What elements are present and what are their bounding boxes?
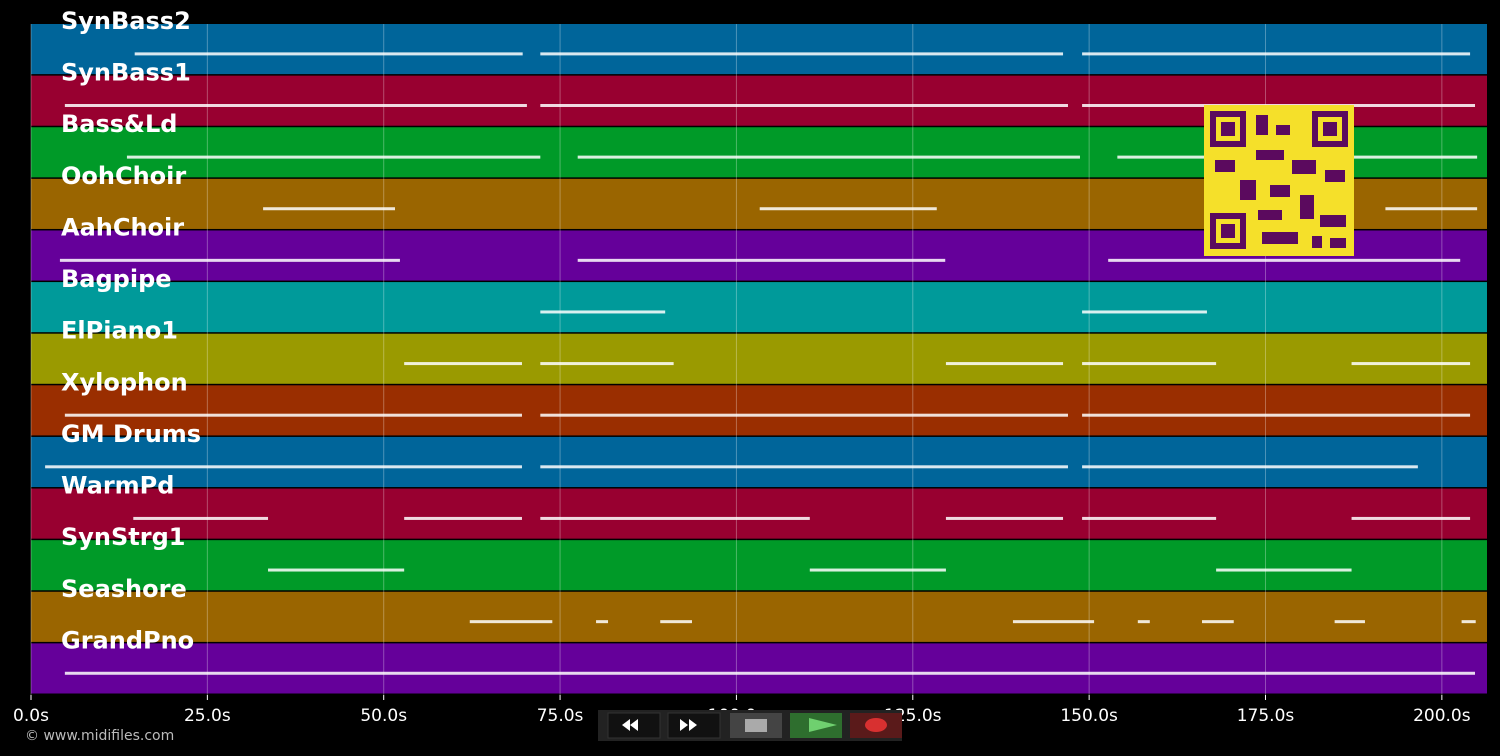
note-span <box>577 258 946 262</box>
note-span <box>540 310 666 314</box>
note-span <box>1216 568 1352 572</box>
track-band <box>31 24 1487 75</box>
note-span <box>540 465 1068 469</box>
qr-code <box>1204 105 1354 256</box>
track-label: ElPiano1 <box>61 317 178 345</box>
note-span <box>268 568 405 572</box>
note-span <box>759 207 937 211</box>
stop-button[interactable] <box>730 713 782 738</box>
tick-label: 50.0s <box>360 706 407 726</box>
note-span <box>404 516 522 520</box>
record-button[interactable] <box>850 713 902 738</box>
note-span <box>1082 310 1207 314</box>
tick-label: 0.0s <box>13 706 49 726</box>
note-span <box>1334 620 1365 624</box>
note-span <box>1385 207 1478 211</box>
note-span <box>1082 52 1471 56</box>
note-span <box>660 620 692 624</box>
note-span <box>1082 516 1217 520</box>
track-label: WarmPd <box>61 472 174 500</box>
note-span <box>577 155 1080 159</box>
note-span <box>64 413 522 417</box>
track-band <box>31 385 1487 436</box>
note-span <box>64 671 1476 675</box>
note-span <box>809 568 946 572</box>
note-span <box>59 258 400 262</box>
track-label: GM Drums <box>61 420 201 448</box>
tick-label: 25.0s <box>184 706 231 726</box>
note-span <box>540 52 1064 56</box>
note-span <box>263 207 395 211</box>
note-span <box>1082 465 1418 469</box>
track-label: Xylophon <box>61 368 188 396</box>
track-label: Bagpipe <box>61 265 172 293</box>
note-span <box>540 516 810 520</box>
tick-label: 75.0s <box>537 706 584 726</box>
track-band <box>31 333 1487 384</box>
rewind-button[interactable] <box>607 712 661 739</box>
track-band <box>31 540 1487 591</box>
note-span <box>1082 413 1471 417</box>
track-label: SynStrg1 <box>61 523 186 551</box>
note-span <box>1012 620 1095 624</box>
note-span <box>1461 620 1476 624</box>
credit: © www.midifiles.com <box>25 728 174 744</box>
note-span <box>540 413 1068 417</box>
note-span <box>64 104 527 108</box>
note-span <box>134 52 523 56</box>
note-span <box>945 516 1064 520</box>
note-span <box>1108 258 1461 262</box>
note-span <box>1137 620 1150 624</box>
note-span <box>540 362 674 366</box>
track-band <box>31 591 1487 642</box>
note-span <box>1351 362 1471 366</box>
play-button[interactable] <box>790 713 842 738</box>
note-span <box>1202 620 1234 624</box>
track-label: AahChoir <box>61 213 184 241</box>
note-span <box>404 362 522 366</box>
track-band <box>31 488 1487 539</box>
note-span <box>596 620 609 624</box>
track-label: OohChoir <box>61 162 186 190</box>
note-span <box>1351 516 1471 520</box>
track-band <box>31 643 1487 694</box>
tick-label: 200.0s <box>1413 706 1471 726</box>
track-label: GrandPno <box>61 626 194 654</box>
note-span <box>133 516 269 520</box>
note-span <box>126 155 541 159</box>
note-span <box>45 465 522 469</box>
track-label: Bass&Ld <box>61 110 177 138</box>
fast-forward-button[interactable] <box>667 712 721 739</box>
track-label: Seashore <box>61 575 187 603</box>
track-label: SynBass1 <box>61 59 191 87</box>
track-band <box>31 436 1487 488</box>
note-span <box>945 362 1064 366</box>
tick-label: 175.0s <box>1237 706 1295 726</box>
track-band <box>31 282 1487 333</box>
note-span <box>469 620 553 624</box>
note-span <box>1082 362 1217 366</box>
tick-label: 150.0s <box>1060 706 1118 726</box>
track-label: SynBass2 <box>61 7 191 35</box>
note-span <box>540 104 1068 108</box>
transport-controls <box>598 710 902 741</box>
